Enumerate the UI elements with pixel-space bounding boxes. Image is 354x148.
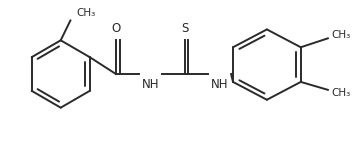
- Text: NH: NH: [211, 78, 228, 91]
- Text: CH₃: CH₃: [332, 88, 351, 98]
- Text: S: S: [181, 22, 188, 35]
- Text: CH₃: CH₃: [332, 30, 351, 40]
- Text: O: O: [111, 22, 120, 35]
- Text: NH: NH: [142, 78, 160, 91]
- Text: CH₃: CH₃: [76, 8, 96, 18]
